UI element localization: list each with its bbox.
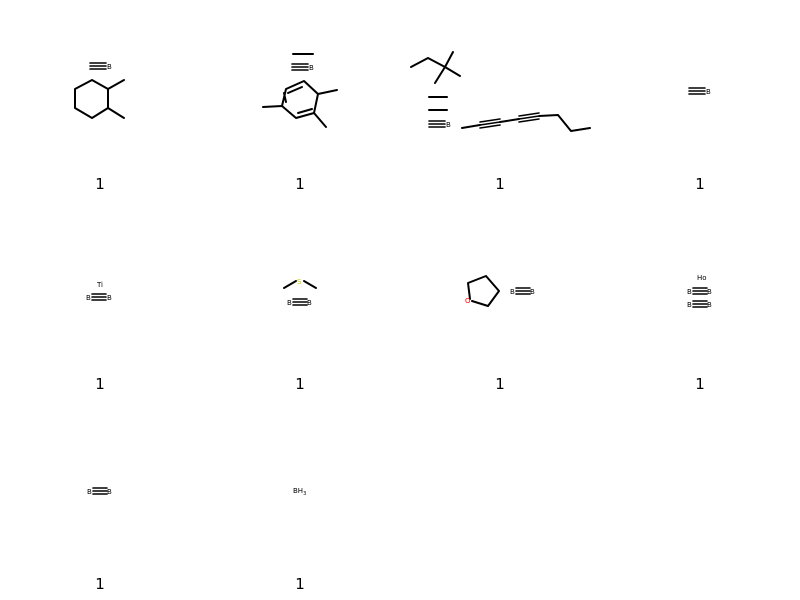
methyl-bond	[313, 112, 327, 128]
atom-label: BH3	[293, 487, 306, 497]
atom-label: B	[530, 288, 535, 296]
molecule-legend: 1	[295, 575, 305, 593]
atom-label: B	[107, 294, 112, 302]
molecule-structure-8: Ho B B B B	[687, 274, 712, 309]
molecule-cell-2: B 1	[200, 0, 400, 200]
alkane-chain	[410, 51, 454, 68]
molecule-legend: 1	[295, 175, 305, 193]
molecule-structure-10: BH3	[293, 487, 306, 497]
aromatic-double-bond	[283, 92, 287, 103]
molecule-structure-6: S B B	[283, 278, 317, 307]
atom-label: B	[446, 121, 451, 129]
aromatic-double-bond	[287, 86, 303, 94]
alkane-bond	[444, 66, 461, 77]
molecule-legend: 1	[95, 575, 105, 593]
atom-label: B	[707, 288, 712, 296]
molecule-structure-9: B B	[87, 487, 112, 496]
triple-bond-line	[518, 112, 540, 117]
alkane-bond	[434, 66, 446, 84]
alkyne-chain-bond	[461, 124, 481, 129]
atom-label: B	[687, 288, 692, 296]
atom-label: B	[107, 63, 112, 71]
aromatic-double-bond	[297, 108, 313, 114]
atom-label: B	[107, 488, 112, 496]
methyl-bond	[317, 89, 338, 95]
atom-label: B	[287, 299, 292, 307]
triple-bond-line	[479, 118, 501, 123]
atom-label: B	[86, 294, 91, 302]
triple-bond-line	[518, 118, 540, 123]
molecule-legend: 1	[295, 375, 305, 393]
molecule-structure-4: B	[688, 87, 711, 96]
methyl-bond	[107, 107, 125, 119]
molecule-cell-9: B B 1	[0, 400, 200, 600]
methyl-bond	[262, 105, 283, 108]
atom-label: B	[309, 64, 314, 72]
thioether-bond	[303, 280, 317, 289]
atom-label: B	[707, 301, 712, 309]
atom-label: Ho	[697, 274, 707, 282]
molecule-structure-2: B	[262, 53, 338, 128]
molecule-legend: 1	[95, 175, 105, 193]
atom-label: B	[706, 88, 711, 96]
triple-bond-line	[479, 121, 501, 126]
molecule-structure-3: B	[410, 51, 591, 132]
tetrahydrofuran-ring	[467, 275, 500, 307]
molecule-cell-4: B 1	[600, 0, 800, 200]
atom-label: B	[307, 299, 312, 307]
molecule-structure-5: Ti B B	[86, 281, 112, 302]
atom-label: Ti	[96, 281, 103, 289]
molecule-cell-8: Ho B B B B 1	[600, 200, 800, 400]
triple-bond-line	[518, 115, 540, 120]
molecule-legend: 1	[495, 175, 505, 193]
triple-bond-line	[479, 124, 501, 129]
atom-label: O	[465, 297, 471, 305]
atom-label: B	[687, 301, 692, 309]
molecule-cell-7: O B B 1	[400, 200, 600, 400]
molecule-legend: 1	[495, 375, 505, 393]
molecule-structure-7: O B B	[465, 275, 535, 307]
alkyl-tail	[538, 114, 591, 132]
molecule-legend: 1	[95, 375, 105, 393]
methyl-bond	[107, 79, 125, 90]
atom-label: B	[510, 288, 515, 296]
atom-label: B	[87, 488, 92, 496]
alkyne-chain-bond	[499, 118, 520, 123]
atom-label: S	[297, 278, 302, 286]
molecule-cell-5: Ti B B 1	[0, 200, 200, 400]
cyclohexane-ring	[74, 79, 109, 119]
thioether-bond	[283, 280, 297, 289]
molecule-structure-1: B	[74, 62, 125, 119]
molecule-cell-10: BH3 1	[200, 400, 400, 600]
molecule-legend: 1	[695, 175, 705, 193]
molecule-cell-6: S B B 1	[200, 200, 400, 400]
molecule-cell-1: B 1	[0, 0, 200, 200]
molecule-cell-3: B 1	[400, 0, 600, 200]
molecule-legend: 1	[695, 375, 705, 393]
